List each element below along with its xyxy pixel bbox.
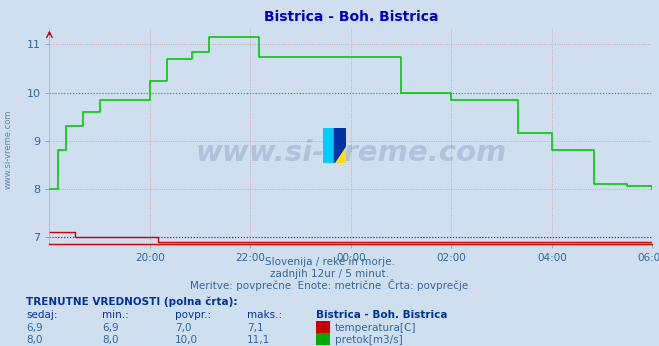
- Title: Bistrica - Boh. Bistrica: Bistrica - Boh. Bistrica: [264, 10, 438, 24]
- Text: Bistrica - Boh. Bistrica: Bistrica - Boh. Bistrica: [316, 310, 448, 320]
- Polygon shape: [323, 128, 335, 163]
- Text: Slovenija / reke in morje.: Slovenija / reke in morje.: [264, 257, 395, 267]
- Polygon shape: [335, 128, 346, 163]
- Text: pretok[m3/s]: pretok[m3/s]: [335, 335, 403, 345]
- Text: 6,9: 6,9: [26, 324, 43, 334]
- Text: zadnjih 12ur / 5 minut.: zadnjih 12ur / 5 minut.: [270, 269, 389, 279]
- Text: 11,1: 11,1: [247, 335, 270, 345]
- Polygon shape: [335, 145, 346, 163]
- Text: temperatura[C]: temperatura[C]: [335, 324, 416, 334]
- Text: 10,0: 10,0: [175, 335, 198, 345]
- Text: 8,0: 8,0: [26, 335, 43, 345]
- Text: min.:: min.:: [102, 310, 129, 320]
- Text: www.si-vreme.com: www.si-vreme.com: [195, 139, 507, 167]
- Text: 8,0: 8,0: [102, 335, 119, 345]
- Text: 7,1: 7,1: [247, 324, 264, 334]
- Text: maks.:: maks.:: [247, 310, 282, 320]
- Text: Meritve: povprečne  Enote: metrične  Črta: povprečje: Meritve: povprečne Enote: metrične Črta:…: [190, 279, 469, 291]
- Text: TRENUTNE VREDNOSTI (polna črta):: TRENUTNE VREDNOSTI (polna črta):: [26, 297, 238, 307]
- Text: 7,0: 7,0: [175, 324, 191, 334]
- Text: povpr.:: povpr.:: [175, 310, 211, 320]
- Text: sedaj:: sedaj:: [26, 310, 58, 320]
- Text: 6,9: 6,9: [102, 324, 119, 334]
- Text: www.si-vreme.com: www.si-vreme.com: [3, 109, 13, 189]
